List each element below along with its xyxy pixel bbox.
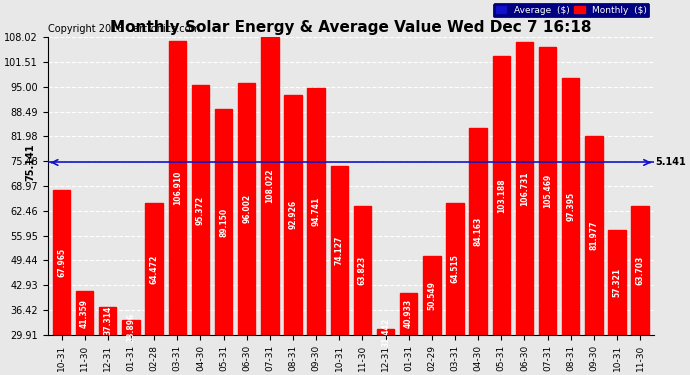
Bar [609, 230, 626, 335]
Bar [99, 307, 117, 335]
Text: 5.141: 5.141 [656, 158, 686, 168]
Bar [562, 78, 580, 335]
Bar [585, 136, 602, 335]
Bar [168, 41, 186, 335]
Text: 106.910: 106.910 [172, 171, 181, 206]
Bar [192, 86, 209, 335]
Text: 81.977: 81.977 [589, 221, 598, 251]
Bar [469, 128, 487, 335]
Text: 63.823: 63.823 [358, 256, 367, 285]
Text: 92.926: 92.926 [288, 200, 297, 230]
Bar [261, 37, 279, 335]
Bar [515, 42, 533, 335]
Bar [215, 109, 233, 335]
Text: 97.395: 97.395 [566, 192, 575, 221]
Bar [76, 291, 93, 335]
Bar [122, 320, 139, 335]
Bar [284, 95, 302, 335]
Text: 89.150: 89.150 [219, 207, 228, 237]
Text: 108.022: 108.022 [266, 169, 275, 203]
Text: 37.314: 37.314 [104, 306, 112, 335]
Text: 95.372: 95.372 [196, 196, 205, 225]
Text: 105.469: 105.469 [543, 174, 552, 208]
Text: 94.741: 94.741 [312, 197, 321, 226]
Text: 33.896: 33.896 [126, 313, 135, 342]
Bar [53, 190, 70, 335]
Bar [308, 88, 325, 335]
Legend: Average  ($), Monthly  ($): Average ($), Monthly ($) [493, 3, 649, 17]
Text: 75.141: 75.141 [26, 144, 35, 181]
Text: 64.515: 64.515 [451, 255, 460, 284]
Text: 64.472: 64.472 [150, 254, 159, 284]
Bar [377, 329, 394, 335]
Bar [400, 293, 417, 335]
Text: 41.359: 41.359 [80, 298, 89, 327]
Text: 103.188: 103.188 [497, 178, 506, 213]
Text: 67.965: 67.965 [57, 248, 66, 277]
Text: 31.442: 31.442 [381, 317, 390, 346]
Bar [146, 203, 163, 335]
Title: Monthly Solar Energy & Average Value Wed Dec 7 16:18: Monthly Solar Energy & Average Value Wed… [110, 20, 591, 34]
Text: 74.127: 74.127 [335, 236, 344, 265]
Text: 96.002: 96.002 [242, 194, 251, 224]
Text: 40.933: 40.933 [404, 299, 413, 328]
Bar [238, 83, 255, 335]
Bar [423, 256, 440, 335]
Bar [354, 206, 371, 335]
Text: Copyright 2016 Cartronics.com: Copyright 2016 Cartronics.com [48, 24, 199, 34]
Bar [631, 206, 649, 335]
Text: 84.163: 84.163 [473, 217, 482, 246]
Text: 50.549: 50.549 [427, 281, 436, 310]
Text: 57.321: 57.321 [613, 268, 622, 297]
Bar [539, 47, 556, 335]
Text: 63.703: 63.703 [635, 256, 644, 285]
Bar [331, 166, 348, 335]
Bar [446, 203, 464, 335]
Bar [493, 56, 510, 335]
Text: 106.731: 106.731 [520, 171, 529, 206]
